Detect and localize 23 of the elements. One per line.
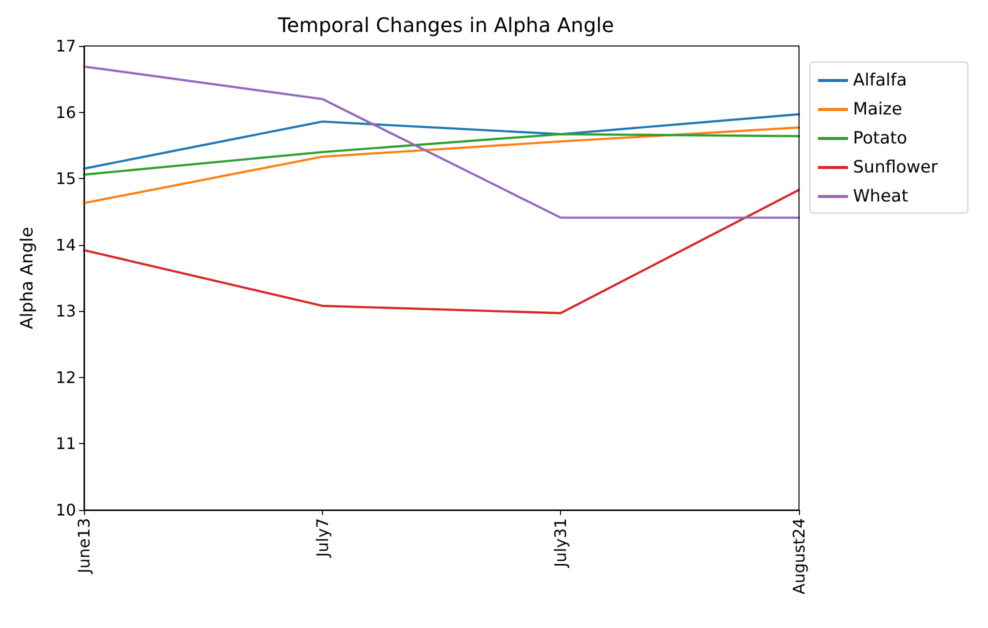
y-tick-label: 11 — [56, 434, 76, 454]
line-series — [82, 133, 800, 176]
x-tick-label: July7 — [312, 518, 332, 558]
line-series — [82, 126, 800, 204]
legend-label: Wheat — [853, 186, 908, 206]
x-tick-label: August24 — [790, 518, 808, 594]
y-tick-label: 10 — [56, 500, 76, 520]
y-tick-label: 15 — [56, 169, 76, 188]
y-tick-label: 13 — [56, 302, 76, 321]
legend-label: Alfalfa — [853, 70, 907, 90]
y-tick-label: 14 — [56, 235, 76, 254]
legend-label: Sunflower — [853, 158, 938, 178]
chart-title: Temporal Changes in Alpha Angle — [276, 13, 614, 37]
legend-label: Maize — [853, 100, 902, 120]
line-series — [82, 188, 800, 314]
y-axis-title: Alpha Angle — [18, 226, 38, 330]
y-tick-label: 12 — [56, 368, 76, 387]
x-tick-label: June13 — [74, 518, 94, 574]
line-series — [82, 113, 800, 170]
y-tick-label: 16 — [56, 102, 76, 122]
x-tick-label: July31 — [551, 518, 570, 568]
legend-label: Potato — [853, 128, 908, 148]
y-tick-label: 17 — [56, 36, 76, 56]
